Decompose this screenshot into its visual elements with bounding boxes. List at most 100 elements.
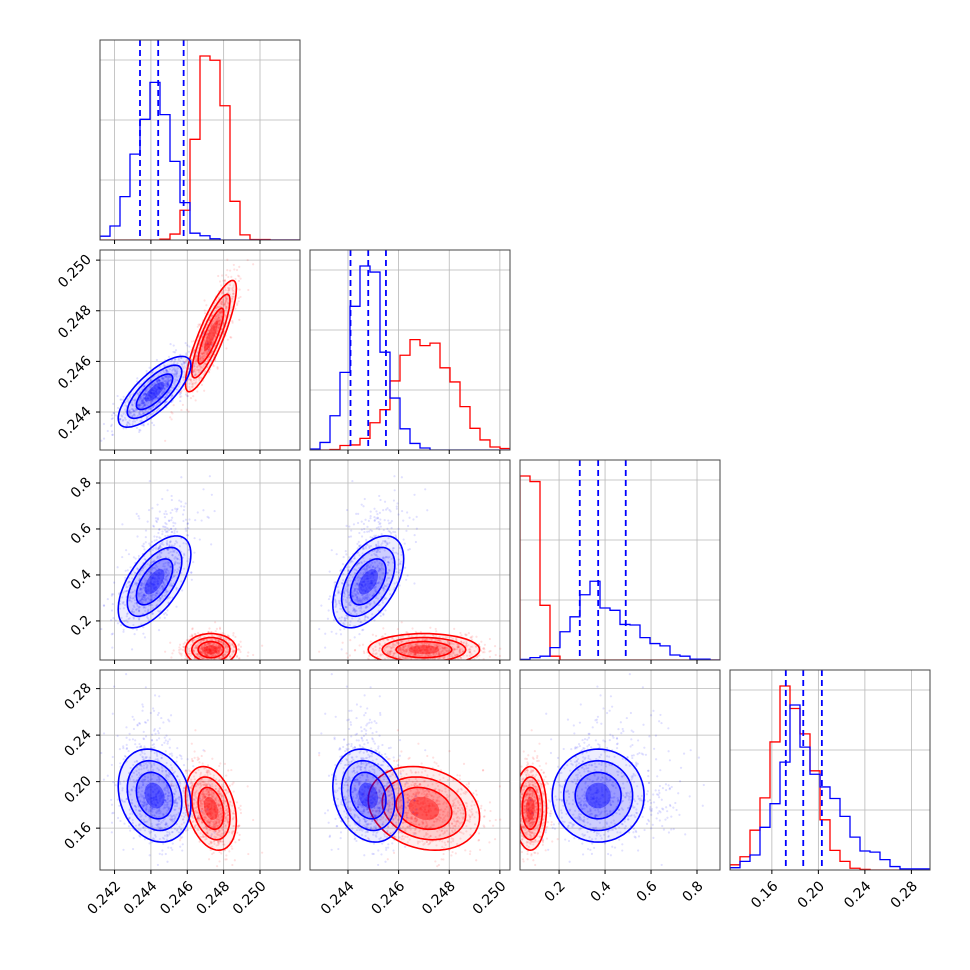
sample-point: [131, 403, 134, 406]
sample-point: [201, 652, 204, 655]
sample-point: [141, 395, 144, 398]
sample-point: [189, 647, 192, 650]
sample-point: [156, 574, 159, 577]
sample-point: [215, 651, 218, 655]
sample-point: [217, 323, 220, 327]
sample-point: [224, 638, 228, 641]
sample-point: [149, 580, 153, 584]
sample-point: [369, 510, 372, 513]
sample-point: [156, 397, 160, 400]
sample-point: [220, 302, 223, 305]
sample-point: [382, 587, 385, 591]
sample-point: [389, 521, 392, 524]
sample-point: [166, 590, 169, 593]
sample-point: [198, 364, 202, 367]
sample-point: [239, 295, 242, 299]
sample-point: [457, 644, 460, 647]
sample-point: [411, 644, 414, 647]
sample-point: [153, 576, 157, 580]
sample-point: [138, 618, 141, 621]
sample-point: [340, 581, 344, 585]
sample-point: [161, 384, 164, 387]
sample-point: [148, 391, 151, 394]
sample-point: [211, 643, 214, 646]
sample-point: [169, 379, 172, 382]
sample-point: [210, 651, 213, 654]
sample-point: [110, 609, 114, 612]
sample-point: [364, 597, 367, 600]
sample-point: [158, 386, 161, 389]
sample-point: [187, 367, 190, 370]
sample-point: [202, 661, 204, 663]
sample-point: [378, 567, 381, 571]
sample-point: [169, 375, 172, 378]
sample-point: [160, 581, 163, 585]
sample-point: [138, 617, 141, 620]
sample-point: [171, 652, 174, 655]
sample-point: [433, 651, 436, 654]
sample-point: [223, 645, 227, 649]
sample-point: [193, 657, 197, 660]
sample-point: [148, 479, 151, 483]
sample-point: [433, 657, 437, 660]
sample-point: [382, 589, 385, 592]
sample-point: [232, 649, 235, 653]
sample-point: [371, 613, 374, 616]
sample-point: [208, 331, 212, 335]
sample-point: [363, 531, 366, 534]
sample-point: [160, 570, 164, 573]
sample-point: [237, 297, 240, 300]
sample-point: [203, 350, 206, 353]
sample-point: [196, 662, 198, 664]
sample-point: [208, 347, 212, 350]
sample-point: [202, 648, 206, 651]
sample-point: [408, 651, 411, 654]
sample-point: [149, 389, 152, 392]
sample-point: [217, 649, 220, 653]
sample-point: [409, 647, 412, 650]
sample-point: [142, 393, 145, 397]
sample-point: [202, 646, 206, 649]
sample-point: [374, 566, 377, 569]
sample-point: [155, 379, 159, 382]
sample-point: [477, 643, 481, 646]
sample-point: [136, 567, 139, 570]
sample-point: [146, 616, 149, 619]
sample-point: [163, 515, 167, 519]
sample-point: [176, 369, 179, 373]
sample-point: [215, 645, 218, 649]
sample-point: [164, 571, 167, 574]
sample-point: [345, 652, 348, 655]
sample-point: [334, 594, 337, 597]
sample-point: [235, 268, 239, 272]
sample-point: [145, 369, 148, 373]
sample-point: [378, 642, 382, 645]
sample-point: [213, 353, 216, 356]
sample-point: [192, 661, 194, 663]
sample-point: [219, 310, 223, 314]
sample-point: [217, 296, 220, 299]
sample-point: [197, 637, 200, 640]
sample-point: [139, 598, 143, 602]
contour-2-0-series-1-level-3: [144, 569, 165, 595]
sample-point: [367, 566, 370, 569]
sample-point: [189, 635, 192, 638]
sample-point: [352, 607, 355, 610]
sample-point: [438, 640, 441, 643]
sample-point: [156, 380, 159, 383]
sample-point: [132, 409, 136, 412]
sample-point: [167, 601, 170, 604]
sample-point: [341, 582, 344, 585]
sample-point: [355, 590, 359, 593]
sample-point: [384, 585, 387, 588]
sample-point: [475, 645, 478, 648]
sample-point: [431, 645, 434, 648]
sample-point: [218, 635, 222, 639]
sample-point: [231, 650, 234, 653]
sample-point: [160, 392, 164, 396]
sample-point: [152, 397, 155, 400]
sample-point: [143, 396, 146, 400]
sample-point: [395, 567, 398, 570]
sample-point: [348, 603, 351, 606]
sample-point: [180, 362, 183, 366]
